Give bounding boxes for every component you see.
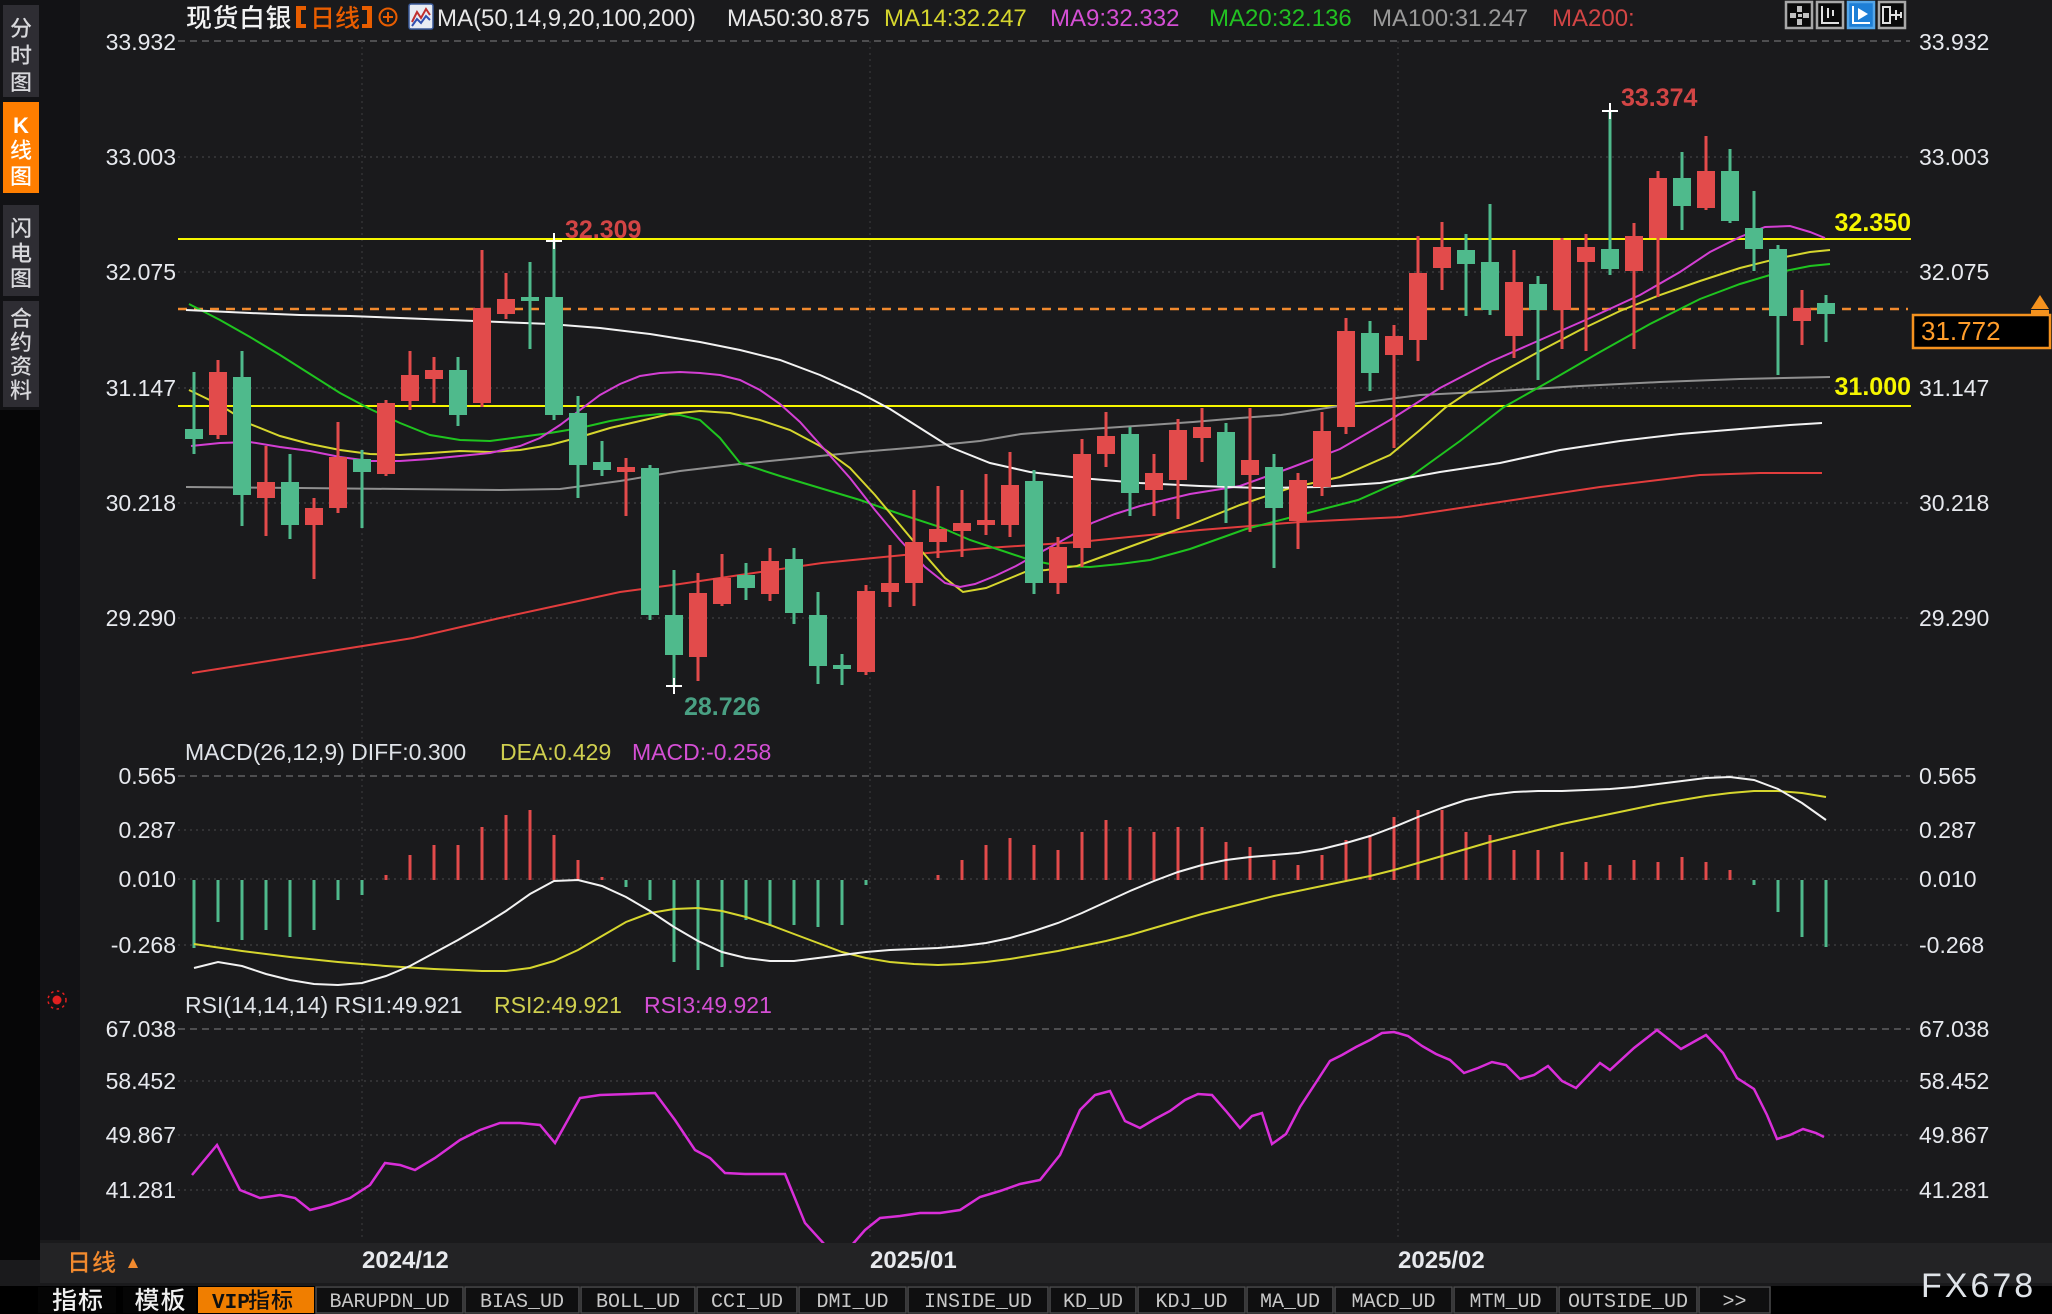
svg-text:MA200:: MA200: xyxy=(1552,5,1635,32)
svg-text:MACD(26,12,9) DIFF:0.300: MACD(26,12,9) DIFF:0.300 xyxy=(185,739,466,765)
svg-text:2025/02: 2025/02 xyxy=(1398,1247,1485,1274)
svg-text:31.147: 31.147 xyxy=(1919,375,1989,401)
svg-text:28.726: 28.726 xyxy=(684,693,760,721)
svg-text:0.287: 0.287 xyxy=(1919,817,1977,843)
svg-text:MTM_UD: MTM_UD xyxy=(1469,1291,1541,1314)
svg-text:-0.268: -0.268 xyxy=(1919,932,1984,958)
svg-text:MACD:-0.258: MACD:-0.258 xyxy=(632,739,771,765)
svg-text:31.772: 31.772 xyxy=(1921,316,2001,346)
svg-text:K: K xyxy=(13,113,29,138)
svg-text:BIAS_UD: BIAS_UD xyxy=(480,1291,564,1314)
svg-text:2024/12: 2024/12 xyxy=(362,1247,449,1274)
svg-text:31.000: 31.000 xyxy=(1835,373,1911,401)
svg-text:MA100:31.247: MA100:31.247 xyxy=(1372,5,1528,32)
svg-text:0.565: 0.565 xyxy=(118,763,176,789)
svg-text:BARUPDN_UD: BARUPDN_UD xyxy=(329,1291,449,1314)
svg-text:MA14:32.247: MA14:32.247 xyxy=(884,5,1027,32)
svg-text:MA(50,14,9,20,100,200): MA(50,14,9,20,100,200) xyxy=(437,5,696,32)
svg-text:KD_UD: KD_UD xyxy=(1063,1291,1123,1314)
svg-text:RSI2:49.921: RSI2:49.921 xyxy=(494,992,622,1018)
svg-text:OUTSIDE_UD: OUTSIDE_UD xyxy=(1568,1291,1688,1314)
svg-text:29.290: 29.290 xyxy=(106,605,176,631)
svg-text:RSI(14,14,14) RSI1:49.921: RSI(14,14,14) RSI1:49.921 xyxy=(185,992,462,1018)
svg-text:33.003: 33.003 xyxy=(106,144,176,170)
svg-text:KDJ_UD: KDJ_UD xyxy=(1155,1291,1227,1314)
svg-text:2025/01: 2025/01 xyxy=(870,1247,957,1274)
svg-text:33.932: 33.932 xyxy=(106,29,176,55)
svg-text:29.290: 29.290 xyxy=(1919,605,1989,631)
svg-text:FX678: FX678 xyxy=(1921,1267,2036,1305)
svg-text:0.565: 0.565 xyxy=(1919,763,1977,789)
svg-text:MA50:30.875: MA50:30.875 xyxy=(727,5,870,32)
svg-text:MA9:32.332: MA9:32.332 xyxy=(1050,5,1179,32)
svg-text:32.309: 32.309 xyxy=(565,216,641,244)
svg-text:INSIDE_UD: INSIDE_UD xyxy=(924,1291,1032,1314)
svg-text:CCI_UD: CCI_UD xyxy=(711,1291,783,1314)
svg-text:MACD_UD: MACD_UD xyxy=(1351,1291,1435,1314)
svg-text:0.010: 0.010 xyxy=(1919,866,1977,892)
svg-text:BOLL_UD: BOLL_UD xyxy=(596,1291,680,1314)
svg-text:30.218: 30.218 xyxy=(106,490,176,516)
svg-text:RSI3:49.921: RSI3:49.921 xyxy=(644,992,772,1018)
svg-text:33.374: 33.374 xyxy=(1621,84,1698,112)
svg-text:67.038: 67.038 xyxy=(1919,1016,1989,1042)
svg-text:>>: >> xyxy=(1722,1291,1746,1314)
svg-text:49.867: 49.867 xyxy=(106,1122,176,1148)
svg-text:DEA:0.429: DEA:0.429 xyxy=(500,739,611,765)
svg-text:32.075: 32.075 xyxy=(106,259,176,285)
svg-text:30.218: 30.218 xyxy=(1919,490,1989,516)
svg-text:DMI_UD: DMI_UD xyxy=(816,1291,888,1314)
svg-text:31.147: 31.147 xyxy=(106,375,176,401)
svg-text:0.287: 0.287 xyxy=(118,817,176,843)
svg-text:32.350: 32.350 xyxy=(1835,209,1911,237)
svg-text:58.452: 58.452 xyxy=(1919,1068,1989,1094)
svg-text:MA_UD: MA_UD xyxy=(1260,1291,1320,1314)
svg-text:67.038: 67.038 xyxy=(106,1016,176,1042)
svg-text:41.281: 41.281 xyxy=(1919,1177,1989,1203)
svg-text:0.010: 0.010 xyxy=(118,866,176,892)
svg-text:41.281: 41.281 xyxy=(106,1177,176,1203)
svg-text:49.867: 49.867 xyxy=(1919,1122,1989,1148)
svg-text:33.932: 33.932 xyxy=(1919,29,1989,55)
svg-text:33.003: 33.003 xyxy=(1919,144,1989,170)
svg-text:MA20:32.136: MA20:32.136 xyxy=(1209,5,1352,32)
svg-text:VIP: VIP xyxy=(212,1292,250,1314)
svg-text:58.452: 58.452 xyxy=(106,1068,176,1094)
svg-text:32.075: 32.075 xyxy=(1919,259,1989,285)
svg-text:-0.268: -0.268 xyxy=(111,932,176,958)
